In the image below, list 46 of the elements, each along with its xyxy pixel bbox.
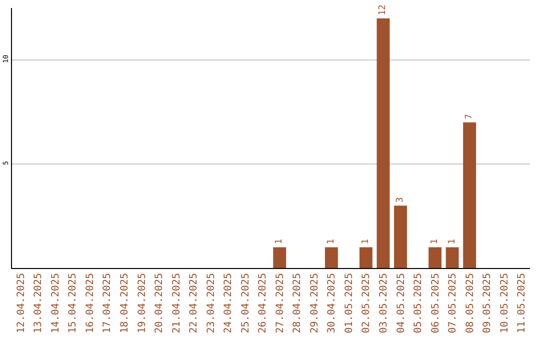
x-tick-label: 28.04.2025 [292, 273, 304, 334]
bar [394, 206, 407, 268]
x-tick-label: 06.05.2025 [430, 273, 442, 334]
x-tick-label: 12.04.2025 [16, 273, 27, 334]
x-tick-label: 07.05.2025 [448, 273, 459, 334]
data-label: 1 [430, 238, 440, 244]
bar [428, 247, 442, 268]
x-tick-label: 25.04.2025 [240, 273, 252, 334]
x-tick-label: 04.05.2025 [396, 273, 407, 334]
data-label: 1 [360, 238, 371, 244]
x-tick-label: 17.04.2025 [102, 273, 114, 334]
bar [376, 18, 390, 268]
x-tick-label: 13.04.2025 [33, 273, 44, 334]
x-tick-label: 01.05.2025 [344, 273, 355, 334]
data-label: 1 [274, 238, 285, 244]
bar [463, 122, 476, 268]
x-tick-label: 18.04.2025 [119, 273, 130, 334]
data-label: 3 [396, 197, 406, 203]
x-tick-label: 14.04.2025 [50, 273, 62, 334]
x-tick-label: 11.05.2025 [516, 273, 528, 334]
bar [324, 247, 338, 268]
x-tick-label: 02.05.2025 [361, 273, 372, 334]
x-tick-label: 09.05.2025 [482, 273, 494, 334]
x-tick-label: 21.04.2025 [171, 273, 182, 334]
x-tick-label: 30.04.2025 [326, 273, 338, 334]
x-tick-label: 03.05.2025 [378, 273, 390, 334]
x-tick-label: 23.04.2025 [206, 273, 217, 334]
x-tick-label: 26.04.2025 [258, 273, 269, 334]
data-label: 7 [464, 114, 475, 120]
x-tick-label: 10.05.2025 [499, 273, 510, 334]
x-tick-label: 29.04.2025 [309, 273, 320, 334]
x-tick-label: 05.05.2025 [413, 273, 424, 334]
bar [359, 247, 372, 268]
data-label: 1 [447, 238, 458, 244]
x-tick-label: 22.04.2025 [188, 273, 200, 334]
x-tick-label: 27.04.2025 [274, 273, 286, 334]
x-tick-label: 08.05.2025 [464, 273, 476, 334]
x-tick-label: 16.04.2025 [84, 273, 96, 334]
x-tick-label: 20.04.2025 [154, 273, 166, 334]
data-label: 12 [378, 4, 388, 16]
data-label: 1 [326, 238, 336, 244]
bar [273, 247, 286, 268]
x-tick-label: 19.04.2025 [136, 273, 148, 334]
bar [446, 247, 459, 268]
x-tick-label: 24.04.2025 [223, 273, 234, 334]
x-tick-label: 15.04.2025 [68, 273, 79, 334]
